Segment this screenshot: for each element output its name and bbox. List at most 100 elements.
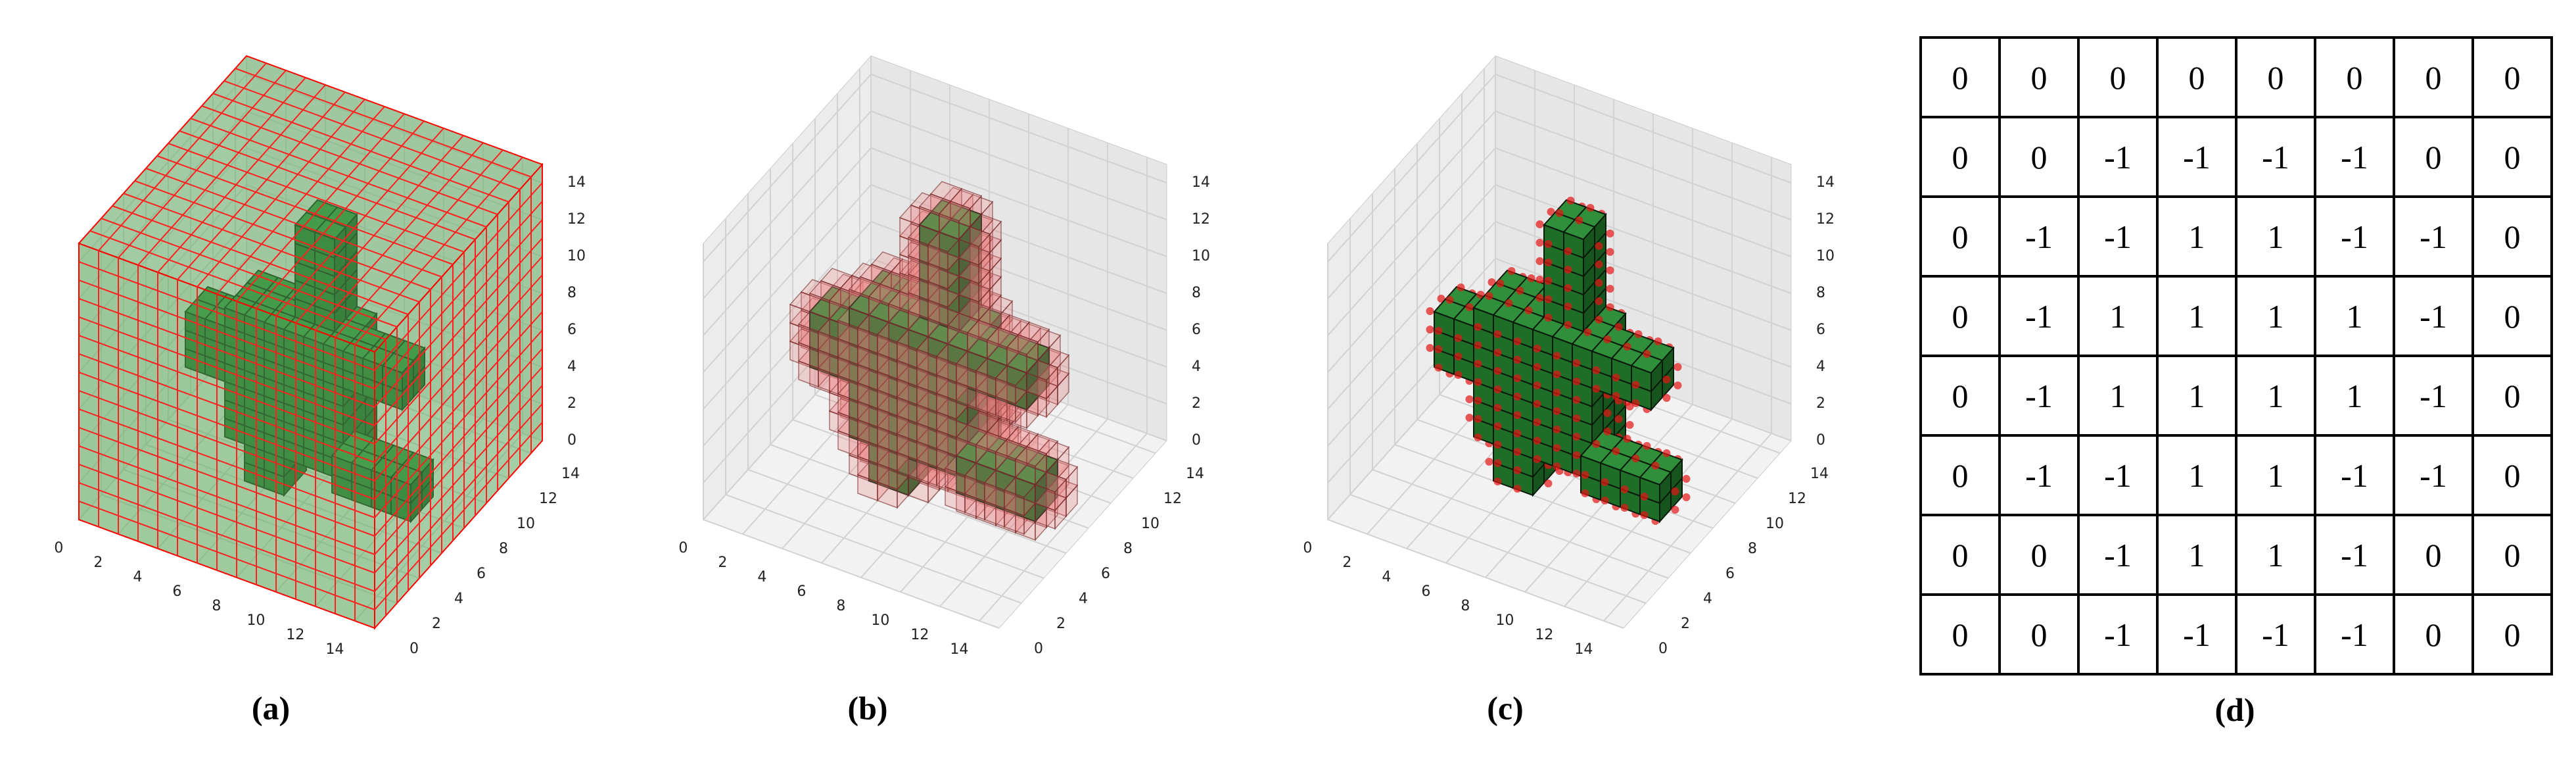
z-tick-label: 14: [1192, 174, 1210, 191]
boundary-point: [1437, 295, 1445, 303]
boundary-point: [1513, 485, 1522, 493]
grid-cube-line: [112, 205, 409, 315]
table-cell: 1: [2314, 355, 2395, 437]
table-cell: 0: [2471, 355, 2553, 437]
boundary-point: [1640, 511, 1649, 519]
boundary-point: [1564, 284, 1572, 292]
x-tick-label: 0: [54, 540, 63, 556]
table-cell: -1: [2156, 116, 2237, 198]
table-cell: 0: [1919, 355, 2001, 437]
boundary-point: [1535, 257, 1544, 265]
grid-cube-line: [78, 353, 375, 463]
boundary-point: [1513, 430, 1522, 437]
table-cell: 0: [1919, 36, 2001, 118]
grid-line: [870, 147, 1167, 257]
table-cell: 0: [2077, 36, 2159, 118]
boundary-point: [1513, 337, 1522, 345]
grid-cube-line: [168, 143, 465, 253]
boundary-point: [1474, 360, 1482, 368]
z-tick-label: 12: [1192, 211, 1210, 228]
grid-cube-line: [374, 422, 543, 610]
boundary-point: [1572, 414, 1581, 422]
boundary-point: [1620, 485, 1629, 493]
grid-line: [703, 184, 872, 373]
grid-cube-line: [78, 372, 375, 481]
boundary-point: [1533, 345, 1541, 353]
z-tick-label: 8: [567, 285, 576, 301]
x-tick-label: 14: [1574, 641, 1593, 658]
table-cell: 0: [2471, 116, 2553, 198]
boundary-point: [1535, 294, 1544, 302]
table-row: 0 -1 1 1 1 1 -1 0: [1919, 275, 2553, 357]
x-tick-label: 10: [871, 612, 889, 629]
x-tick-label: 4: [133, 569, 142, 585]
grid-cube-line: [374, 348, 543, 537]
grid-cube-line: [374, 330, 543, 518]
z-tick-label: 12: [1816, 211, 1835, 228]
y-tick-label: 2: [432, 616, 441, 632]
grid-line: [1495, 147, 1792, 257]
table-cell: -1: [1998, 434, 2080, 516]
y-tick-label: 10: [1141, 516, 1159, 532]
boundary-point: [1493, 459, 1502, 467]
grid-line: [725, 494, 1022, 604]
table-cell: 1: [2156, 275, 2237, 357]
grid-cube-line: [78, 445, 375, 555]
boundary-point: [1682, 475, 1691, 483]
boundary-point: [1496, 280, 1505, 287]
grid-cube-line: [374, 201, 543, 389]
table-cell: 0: [2471, 593, 2553, 675]
x-tick-label: 12: [910, 627, 929, 643]
boundary-point: [1606, 230, 1614, 237]
grid-line: [1495, 184, 1792, 294]
grid-cube-line: [89, 230, 386, 340]
table-cell: -1: [2314, 593, 2395, 675]
boundary-point: [1533, 418, 1541, 426]
grid-line: [870, 184, 1167, 294]
grid-cube-line: [374, 219, 543, 408]
table-cell: 1: [2235, 514, 2316, 596]
boundary-point: [1662, 394, 1671, 402]
x-tick-label: 2: [1342, 554, 1351, 571]
boundary-point: [1620, 504, 1629, 512]
boundary-point: [1603, 409, 1612, 417]
boundary-point: [1445, 296, 1454, 304]
boundary-point: [1544, 314, 1553, 322]
x-tick-label: 2: [93, 554, 103, 571]
boundary-point: [1631, 381, 1640, 389]
x-tick-label: 12: [1535, 627, 1553, 643]
x-tick-label: 8: [1461, 598, 1470, 614]
boundary-point: [1434, 345, 1443, 353]
shell-voxel-face: [978, 233, 991, 266]
table-cell: -1: [2314, 195, 2395, 278]
table-cell: 1: [2235, 275, 2316, 357]
grid-cube-line: [354, 157, 523, 345]
y-tick-label: 0: [1658, 641, 1668, 657]
table-cell: -1: [2314, 116, 2395, 198]
grid-cube-line: [374, 237, 543, 426]
matrix-table: 0 0 0 0 0 0 0 0 0 0 -1 -1 -1 -1 0 0 0 -1 -1 1 1 -1 -1 0 0 -1 1 1 1 1-…: [1919, 36, 2553, 675]
x-tick-label: 14: [325, 641, 344, 658]
y-tick-label: 2: [1056, 616, 1066, 632]
y-tick-label: 14: [1810, 466, 1829, 482]
x-tick-label: 10: [1495, 612, 1514, 629]
boundary-point: [1516, 287, 1524, 295]
x-tick-label: 6: [172, 583, 181, 600]
grid-cube-line: [236, 113, 405, 302]
grid-line: [1327, 184, 1496, 373]
boundary-point: [1595, 260, 1603, 268]
grid-cube-line: [78, 316, 375, 426]
boundary-point: [1513, 356, 1522, 364]
y-tick-label: 4: [1703, 591, 1712, 607]
z-tick-label: 2: [1192, 395, 1201, 412]
boundary-point: [1465, 414, 1474, 422]
grid-cube-line: [78, 298, 375, 408]
x-tick-label: 6: [1421, 583, 1430, 600]
boundary-point: [1612, 447, 1620, 455]
grid-cube-line: [78, 482, 375, 592]
boundary-point: [1592, 366, 1601, 374]
boundary-point: [1606, 248, 1614, 256]
boundary-point: [1533, 437, 1541, 445]
